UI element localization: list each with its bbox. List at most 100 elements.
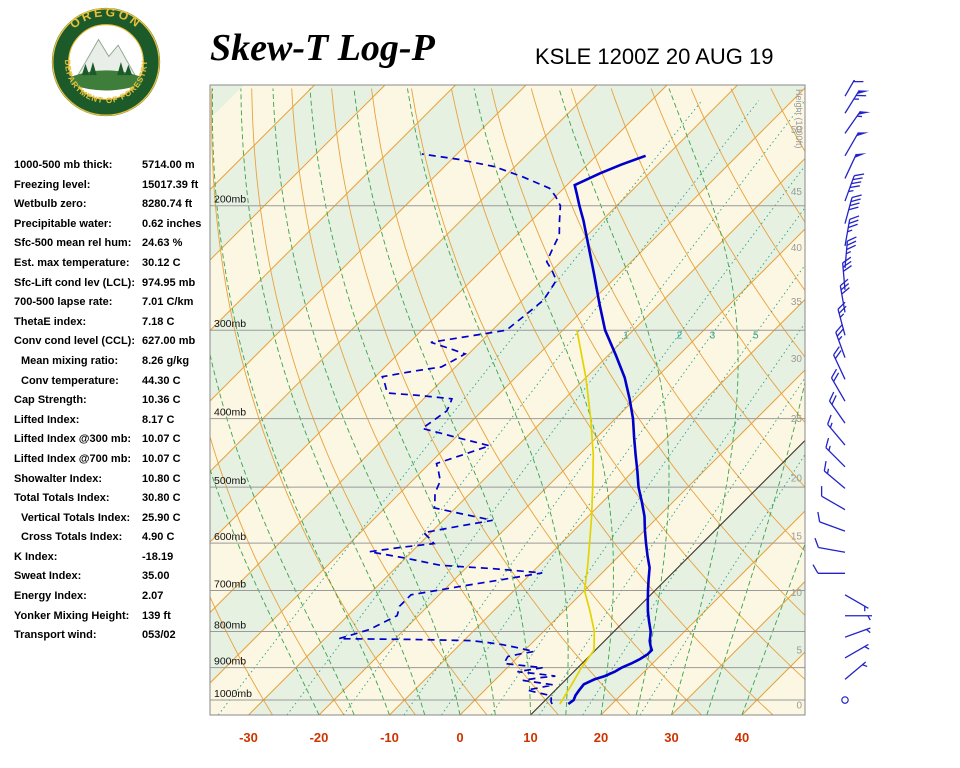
index-row: Mean mixing ratio: 8.26 g/kg: [14, 352, 214, 372]
mixing-ratio-label: 1: [623, 330, 629, 341]
index-label: Showalter Index:: [14, 472, 103, 485]
index-value: 0.62 inches: [142, 217, 202, 230]
wind-barb: [825, 437, 846, 468]
wind-barb: [823, 461, 846, 489]
wind-barb: [844, 627, 871, 638]
index-label: 1000-500 mb thick:: [14, 159, 113, 171]
index-row: 700-500 lapse rate: 7.01 C/km: [14, 293, 214, 313]
temp-axis-label: 10: [523, 730, 537, 745]
wind-barb: [844, 110, 871, 134]
wind-barb: [820, 486, 846, 511]
index-value: 24.63 %: [142, 237, 183, 250]
index-value: 7.01 C/km: [142, 296, 194, 309]
index-label: 700-500 lapse rate:: [14, 296, 113, 309]
index-label: Freezing level:: [14, 178, 91, 191]
index-row: 1000-500 mb thick: 5714.00 m: [14, 156, 214, 176]
index-row: Energy Index: 2.07: [14, 587, 214, 607]
wind-barb: [830, 368, 846, 402]
index-row: Showalter Index: 10.80 C: [14, 470, 214, 490]
index-row: Sweat Index: 35.00: [14, 567, 214, 587]
wind-barb: [844, 661, 868, 680]
temperature-trace: [567, 154, 654, 706]
wind-barb: [844, 236, 857, 269]
plot-border: [209, 84, 806, 716]
grid-lines: [210, 85, 805, 715]
wind-barb: [844, 594, 869, 612]
height-tick-label: 30: [791, 354, 803, 365]
index-label: Sfc-500 mean rel hum:: [14, 237, 132, 250]
wind-barb: [814, 537, 846, 553]
mixing-ratio-label: 5: [753, 330, 759, 341]
wind-barb: [827, 414, 846, 446]
chart-labels: 200mb 300mb 400mb 500mb 600mb 700mb 800mb 900mb…: [214, 89, 804, 745]
index-value: 10.36 C: [142, 394, 181, 407]
index-row: Cap Strength: 10.36 C: [14, 391, 214, 411]
index-value: 25.90 C: [142, 511, 181, 524]
height-tick-label: 40: [791, 243, 803, 254]
index-value: 30.12 C: [142, 256, 181, 269]
height-tick-label: 10: [791, 588, 803, 599]
sounding-traces: [338, 153, 654, 706]
wind-barb: [841, 256, 852, 290]
temp-axis-label: 40: [735, 730, 749, 745]
index-row: Yonker Mixing Height: 139 ft: [14, 607, 214, 627]
index-label: Lifted Index @700 mb:: [14, 452, 132, 465]
index-value: 30.80 C: [142, 492, 181, 505]
temp-axis-label: -20: [310, 730, 329, 745]
index-value: 7.18 C: [142, 315, 175, 328]
odf-logo: OREGON DEPARTMENT OF FORESTRY: [50, 5, 162, 118]
pressure-label: 200mb: [214, 194, 246, 206]
wind-barb: [845, 615, 872, 621]
index-row: Sfc-Lift cond lev (LCL): 974.95 mb: [14, 274, 214, 294]
index-value: 10.07 C: [142, 433, 181, 446]
index-label: Lifted Index @300 mb:: [14, 433, 132, 446]
wind-barb: [844, 173, 865, 202]
index-label: Vertical Totals Index:: [21, 511, 131, 524]
temp-axis-label: 0: [456, 730, 463, 745]
dewpoint-trace: [338, 153, 562, 705]
logo-forest-ground: [70, 70, 142, 91]
index-value: -18.19: [142, 550, 174, 563]
pressure-label: 700mb: [214, 578, 246, 590]
index-label: Total Totals Index:: [14, 492, 110, 505]
background-bands: [210, 85, 805, 715]
index-label: Est. max temperature:: [14, 256, 130, 269]
wind-barb: [844, 643, 870, 659]
index-row: Conv cond level (CCL): 627.00 mb: [14, 332, 214, 352]
temp-axis-label: -30: [239, 730, 258, 745]
pressure-label: 900mb: [214, 656, 246, 668]
height-tick-label: 15: [791, 531, 803, 542]
page-title: Skew-T Log-P: [210, 27, 435, 69]
pressure-label: 600mb: [214, 531, 246, 543]
station-datetime: KSLE 1200Z 20 AUG 19: [535, 44, 774, 69]
index-value: 974.95 mb: [142, 276, 196, 289]
height-tick-label: 5: [796, 646, 802, 657]
indices-panel: 1000-500 mb thick: 5714.00 m Freezing leve…: [14, 156, 214, 646]
index-value: 4.90 C: [142, 531, 175, 544]
height-tick-label: 50: [791, 125, 803, 136]
index-value: 10.80 C: [142, 472, 181, 485]
temp-axis-label: 20: [594, 730, 608, 745]
index-value: 5714.00 m: [142, 159, 195, 171]
skewt-chart: 200mb 300mb 400mb 500mb 600mb 700mb 800mb 900mb…: [209, 80, 872, 745]
wind-barb: [844, 194, 862, 224]
index-value: 10.07 C: [142, 452, 181, 465]
height-tick-label: 45: [791, 187, 803, 198]
index-row: Lifted Index @300 mb: 10.07 C: [14, 430, 214, 450]
index-label: Cross Totals Index:: [21, 531, 123, 544]
index-row: Wetbulb zero: 8280.74 ft: [14, 195, 214, 215]
wind-barb: [833, 346, 846, 380]
pressure-label: 800mb: [214, 619, 246, 631]
index-label: Lifted Index:: [14, 413, 80, 426]
temp-axis-label: 30: [664, 730, 678, 745]
wind-barb: [844, 132, 869, 157]
index-label: Precipitable water:: [14, 217, 112, 230]
odf-logo-icon: OREGON DEPARTMENT OF FORESTRY: [51, 5, 161, 117]
wind-barb: [844, 89, 870, 114]
index-row: Lifted Index @700 mb: 10.07 C: [14, 450, 214, 470]
index-label: K Index:: [14, 550, 58, 563]
index-row: Vertical Totals Index: 25.90 C: [14, 509, 214, 529]
index-label: Sfc-Lift cond lev (LCL):: [14, 276, 135, 289]
height-tick-label: 25: [791, 414, 803, 425]
wind-barb: [835, 324, 846, 358]
